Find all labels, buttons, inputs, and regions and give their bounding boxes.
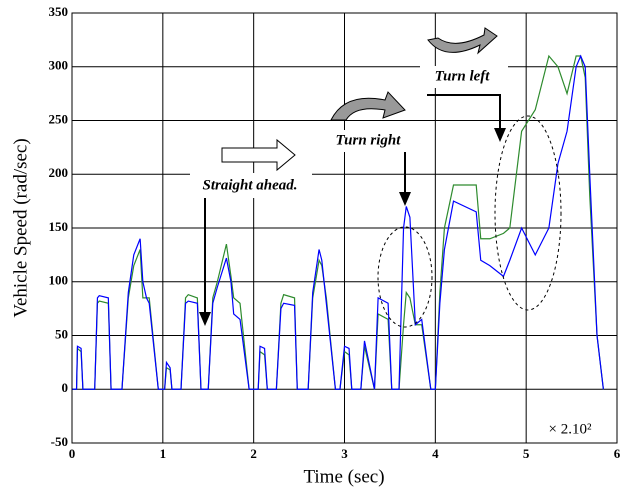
- y-tick-label: 150: [49, 219, 69, 234]
- straight-icon: [221, 138, 296, 172]
- annotation: Turn right: [336, 132, 402, 148]
- label-bg: [322, 130, 414, 152]
- x-tick-label: 0: [69, 446, 76, 461]
- ellipse: [377, 226, 433, 328]
- y-tick-label: -50: [51, 434, 68, 449]
- lines: [72, 54, 604, 390]
- annotation: Straight ahead.: [202, 177, 297, 193]
- turn-left-icon: [427, 27, 498, 55]
- y-tick-label: 50: [55, 326, 68, 341]
- y-axis-label: Vehicle Speed (rad/sec): [10, 138, 31, 317]
- x-tick-label: 2: [250, 446, 257, 461]
- x-tick-label: 6: [614, 446, 621, 461]
- series-line: [72, 54, 604, 390]
- x-tick-label: 1: [160, 446, 167, 461]
- axis-multiplier: × 2.10²: [549, 421, 592, 437]
- label-bg: [190, 173, 312, 198]
- x-tick-label: 4: [432, 446, 439, 461]
- y-tick-label: 300: [49, 58, 69, 73]
- arrowhead: [199, 312, 211, 326]
- arrowhead: [399, 192, 411, 206]
- x-axis-label: Time (sec): [303, 466, 384, 487]
- turn-right-icon: [330, 91, 406, 121]
- grid: [71, 12, 618, 444]
- y-tick-label: 350: [49, 4, 69, 19]
- series-line: [72, 54, 604, 390]
- y-tick-label: 100: [49, 273, 69, 288]
- plot-frame: [71, 12, 618, 444]
- label-bg: [420, 66, 508, 88]
- x-tick-label: 3: [341, 446, 348, 461]
- annotation: Turn left: [435, 68, 491, 84]
- ellipse: [494, 115, 562, 311]
- arrowhead: [494, 128, 506, 142]
- y-tick-label: 0: [62, 380, 69, 395]
- arrow: [427, 94, 501, 132]
- y-tick-label: 200: [49, 165, 69, 180]
- x-tick-label: 5: [523, 446, 530, 461]
- y-tick-label: 250: [49, 111, 69, 126]
